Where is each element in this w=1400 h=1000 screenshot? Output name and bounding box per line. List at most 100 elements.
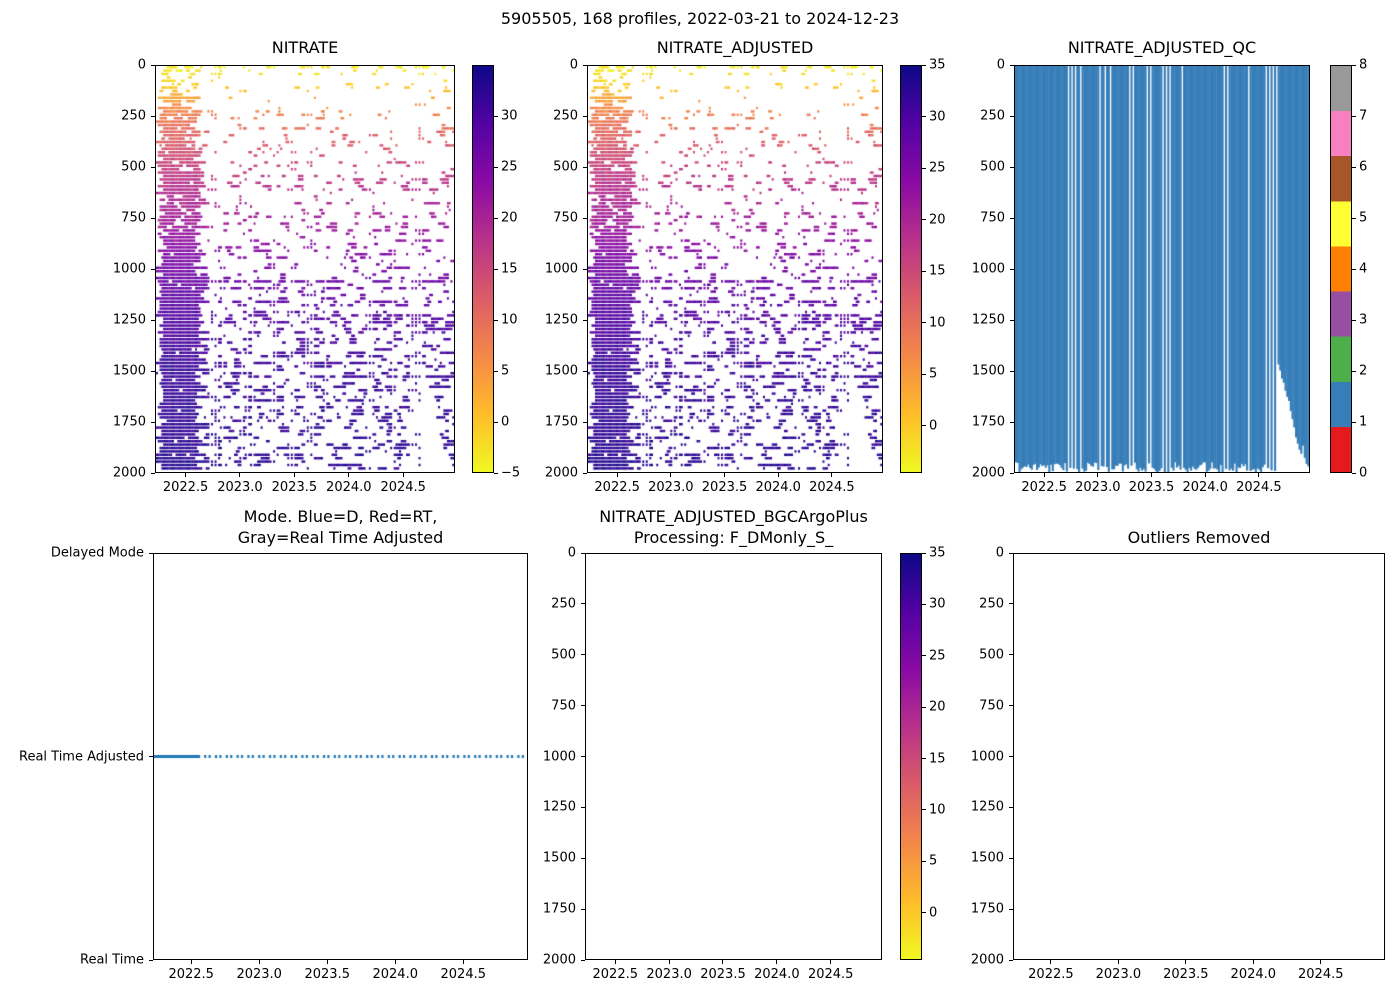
colorbar-tick-label: 5 <box>929 853 938 869</box>
colorbar-tick-label: 25 <box>929 648 946 664</box>
tick-mark <box>1352 319 1356 321</box>
colorbar-qc <box>1330 65 1352 473</box>
tick-mark <box>494 319 498 321</box>
y-tick-label: 1250 <box>112 312 146 328</box>
x-tick-label: 2024.5 <box>440 967 487 982</box>
tick-mark <box>151 166 155 168</box>
y-tick-label: 0 <box>567 545 576 561</box>
x-tick-label: 2022.5 <box>594 480 640 495</box>
y-tick-label: 2000 <box>970 952 1004 968</box>
tick-mark <box>922 706 926 708</box>
y-tick-label: 500 <box>980 159 1005 175</box>
tick-mark <box>1010 217 1014 219</box>
mode-category-label: Delayed Mode <box>50 545 144 561</box>
tick-mark <box>1252 960 1254 964</box>
panel-title-mode: Mode. Blue=D, Red=RT, Gray=Real Time Adj… <box>153 506 528 548</box>
colorbar-tick-label: 6 <box>1359 159 1368 175</box>
x-tick-label: 2023.0 <box>648 480 694 495</box>
tick-mark <box>1117 960 1119 964</box>
tick-mark <box>1010 319 1014 321</box>
tick-mark <box>776 960 778 964</box>
colorbar-tick-label: 35 <box>929 57 946 73</box>
mode-category-label: Real Time <box>80 952 144 968</box>
y-tick-label: 1750 <box>970 901 1004 917</box>
tick-mark <box>922 809 926 811</box>
tick-mark <box>151 268 155 270</box>
y-tick-label: 0 <box>137 57 146 73</box>
colorbar-tick-label: 15 <box>929 751 946 767</box>
colorbar-tick-label: 30 <box>501 108 518 124</box>
tick-mark <box>1352 268 1356 270</box>
y-tick-label: 1250 <box>970 799 1004 815</box>
y-tick-label: 1000 <box>971 261 1005 277</box>
tick-mark <box>151 319 155 321</box>
panel-title-outliers: Outliers Removed <box>1127 528 1271 547</box>
tick-mark <box>581 654 585 656</box>
y-tick-label: 0 <box>569 57 578 73</box>
tick-mark <box>1010 64 1014 66</box>
tick-mark <box>583 166 587 168</box>
tick-mark <box>581 806 585 808</box>
x-tick-label: 2022.5 <box>168 967 214 982</box>
y-tick-label: 250 <box>553 108 578 124</box>
qc-plot-canvas <box>1015 66 1309 472</box>
tick-mark <box>922 655 926 657</box>
tick-mark <box>922 64 926 66</box>
mode-plot-canvas <box>154 554 527 959</box>
panel-title-qc: NITRATE_ADJUSTED_QC <box>1067 38 1257 57</box>
panel-title-mode-line2: Gray=Real Time Adjusted <box>237 528 444 547</box>
colorbar-nitrate-adjusted <box>900 65 922 473</box>
tick-mark <box>922 373 926 375</box>
tick-mark <box>402 473 404 477</box>
axes-nitrate-adjusted <box>587 65 883 473</box>
tick-mark <box>494 421 498 423</box>
tick-mark <box>258 960 260 964</box>
tick-mark <box>462 960 464 964</box>
y-tick-label: 750 <box>980 210 1005 226</box>
tick-mark <box>1151 473 1153 477</box>
y-tick-label: 750 <box>121 210 146 226</box>
tick-mark <box>185 473 187 477</box>
colorbar-tick-label: 35 <box>929 545 946 561</box>
tick-mark <box>583 268 587 270</box>
tick-mark <box>670 473 672 477</box>
tick-mark <box>1320 960 1322 964</box>
x-tick-label: 2023.5 <box>304 967 350 982</box>
colorbar-nitrate <box>472 65 494 473</box>
tick-mark <box>149 552 153 554</box>
tick-mark <box>151 472 155 474</box>
tick-mark <box>922 219 926 221</box>
colorbar-tick-label: 5 <box>1359 210 1368 226</box>
tick-mark <box>581 857 585 859</box>
y-tick-label: 1250 <box>544 312 578 328</box>
tick-mark <box>922 270 926 272</box>
y-tick-label: 1750 <box>542 901 576 917</box>
tick-mark <box>149 756 153 757</box>
tick-mark <box>583 319 587 321</box>
y-tick-label: 2000 <box>544 465 578 481</box>
colorbar-tick-label: 15 <box>501 261 518 277</box>
tick-mark <box>1010 166 1014 168</box>
tick-mark <box>616 473 618 477</box>
tick-mark <box>1185 960 1187 964</box>
tick-mark <box>581 756 585 757</box>
axes-mode <box>153 553 528 960</box>
tick-mark <box>583 370 587 372</box>
tick-mark <box>1352 472 1356 474</box>
tick-mark <box>1352 421 1356 423</box>
panel-title-bgc: NITRATE_ADJUSTED_BGCArgoPlus Processing:… <box>585 506 882 548</box>
colorbar-tick-label: 1 <box>1359 414 1368 430</box>
colorbar-tick-label: −5 <box>501 465 521 481</box>
y-tick-label: 250 <box>980 108 1005 124</box>
y-tick-label: 250 <box>979 596 1004 612</box>
tick-mark <box>722 960 724 964</box>
tick-mark <box>922 552 926 554</box>
x-tick-label: 2023.0 <box>217 480 263 495</box>
y-tick-label: 1750 <box>112 414 146 430</box>
colorbar-tick-label: 30 <box>929 596 946 612</box>
colorbar-tick-label: 0 <box>501 414 510 430</box>
colorbar-tick-label: 0 <box>929 418 938 434</box>
colorbar-tick-label: 15 <box>929 263 946 279</box>
y-tick-label: 500 <box>979 647 1004 663</box>
x-tick-label: 2022.5 <box>1021 480 1067 495</box>
